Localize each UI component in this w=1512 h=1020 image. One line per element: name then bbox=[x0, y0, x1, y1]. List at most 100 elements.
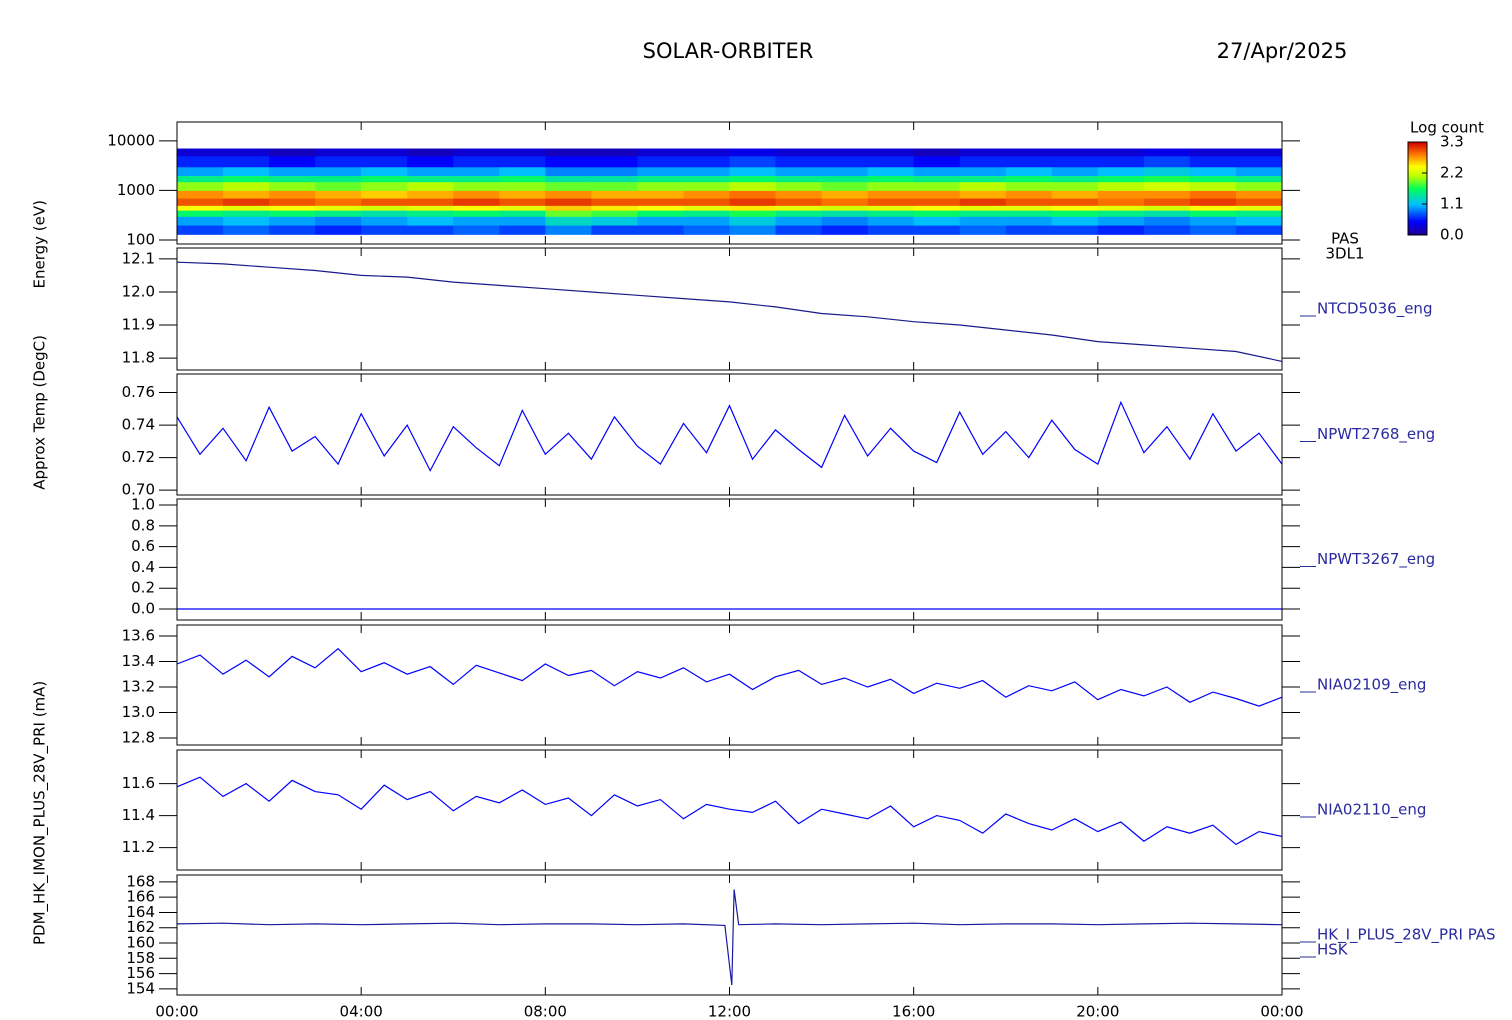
heat-cell bbox=[1097, 198, 1145, 206]
heat-cell bbox=[867, 210, 915, 217]
heat-cell bbox=[867, 190, 915, 199]
heat-cell bbox=[867, 198, 915, 206]
heat-cell bbox=[1235, 181, 1283, 191]
heat-cell bbox=[1005, 210, 1053, 217]
heat-cell bbox=[407, 181, 454, 191]
heat-cell bbox=[867, 216, 915, 226]
heat-cell bbox=[729, 148, 777, 157]
heat-cell bbox=[1005, 205, 1053, 211]
heat-cell bbox=[407, 198, 454, 206]
heat-cell bbox=[637, 175, 684, 183]
heat-cell bbox=[1097, 181, 1145, 191]
heat-cell bbox=[269, 225, 316, 235]
y-axis-title: Energy (eV) bbox=[31, 200, 49, 288]
heat-cell bbox=[1143, 155, 1191, 168]
colorbar-swatch bbox=[1408, 152, 1427, 155]
heat-cell bbox=[1097, 175, 1145, 183]
heat-cell bbox=[591, 155, 638, 168]
y-tick-label: 0.6 bbox=[131, 537, 155, 555]
heat-cell bbox=[315, 148, 362, 157]
heat-cell bbox=[1189, 198, 1237, 206]
heat-cell bbox=[1143, 166, 1191, 176]
heat-cell bbox=[775, 216, 823, 226]
heat-cell bbox=[269, 216, 316, 226]
y-tick-label: 156 bbox=[126, 964, 155, 982]
heat-cell bbox=[637, 225, 684, 235]
y-tick-label: 13.6 bbox=[122, 626, 155, 644]
colorbar-swatch bbox=[1408, 168, 1427, 171]
heat-cell bbox=[453, 166, 500, 176]
colorbar-swatch bbox=[1408, 177, 1427, 180]
colorbar-swatch bbox=[1408, 174, 1427, 177]
y-tick-label: 160 bbox=[126, 934, 155, 952]
heat-cell bbox=[775, 198, 823, 206]
heat-cell bbox=[729, 198, 777, 206]
x-tick-label: 04:00 bbox=[340, 1003, 383, 1020]
panel-frame bbox=[176, 373, 1283, 496]
heat-cell bbox=[545, 181, 592, 191]
heat-cell bbox=[1051, 216, 1099, 226]
heat-cell bbox=[821, 210, 869, 217]
heat-cell bbox=[637, 198, 684, 206]
heat-cell bbox=[545, 175, 592, 183]
heat-cell bbox=[959, 155, 1007, 168]
heat-cell bbox=[269, 166, 316, 176]
y-tick-label: 13.0 bbox=[122, 703, 155, 721]
heat-cell bbox=[683, 148, 730, 157]
heat-cell bbox=[821, 166, 869, 176]
heat-cell bbox=[729, 175, 777, 183]
heat-cell bbox=[913, 166, 961, 176]
heat-cell bbox=[223, 205, 270, 211]
heat-cell bbox=[1097, 148, 1145, 157]
y-tick-label: 11.8 bbox=[122, 349, 155, 367]
heat-cell bbox=[637, 155, 684, 168]
heat-cell bbox=[1189, 175, 1237, 183]
panel-label: HK_I_PLUS_28V_PRI PAS bbox=[1317, 926, 1496, 945]
heat-cell bbox=[315, 216, 362, 226]
heat-cell bbox=[1143, 205, 1191, 211]
heat-cell bbox=[1235, 210, 1283, 217]
heat-cell bbox=[407, 210, 454, 217]
colorbar-title: Log count bbox=[1410, 119, 1484, 137]
heat-cell bbox=[177, 210, 224, 217]
heat-cell bbox=[821, 155, 869, 168]
heat-cell bbox=[1235, 225, 1283, 235]
y-tick-label: 11.6 bbox=[122, 774, 155, 792]
heat-cell bbox=[683, 205, 730, 211]
y-tick-label: 166 bbox=[126, 888, 155, 906]
heat-cell bbox=[775, 181, 823, 191]
heat-cell bbox=[913, 175, 961, 183]
panel-label: NIA02109_eng bbox=[1317, 676, 1426, 695]
heat-cell bbox=[1235, 205, 1283, 211]
colorbar-swatch bbox=[1408, 210, 1427, 213]
heat-cell bbox=[499, 148, 546, 157]
heat-cell bbox=[821, 216, 869, 226]
heat-cell bbox=[545, 210, 592, 217]
heat-cell bbox=[1235, 198, 1283, 206]
heat-cell bbox=[821, 175, 869, 183]
x-tick-label: 00:00 bbox=[155, 1003, 198, 1020]
heat-cell bbox=[453, 205, 500, 211]
heat-cell bbox=[361, 210, 408, 217]
heat-cell bbox=[269, 175, 316, 183]
y-tick-label: 0.70 bbox=[122, 481, 155, 499]
heat-cell bbox=[1235, 166, 1283, 176]
heat-cell bbox=[177, 198, 224, 206]
colorbar-swatch bbox=[1408, 205, 1427, 208]
heat-cell bbox=[407, 166, 454, 176]
heat-cell bbox=[959, 205, 1007, 211]
colorbar-swatch bbox=[1408, 145, 1427, 148]
y-tick-label: 0.8 bbox=[131, 516, 155, 534]
panel-label: NPWT2768_eng bbox=[1317, 425, 1435, 444]
y-tick-label: 0.2 bbox=[131, 579, 155, 597]
heat-cell bbox=[177, 155, 224, 168]
x-tick-label: 16:00 bbox=[892, 1003, 935, 1020]
colorbar-swatch bbox=[1408, 191, 1427, 194]
heat-cell bbox=[361, 190, 408, 199]
panel-label: NTCD5036_eng bbox=[1317, 300, 1432, 319]
panel-frame bbox=[176, 874, 1283, 996]
colorbar-swatch bbox=[1408, 166, 1427, 169]
heat-cell bbox=[683, 181, 730, 191]
heat-cell bbox=[1143, 190, 1191, 199]
